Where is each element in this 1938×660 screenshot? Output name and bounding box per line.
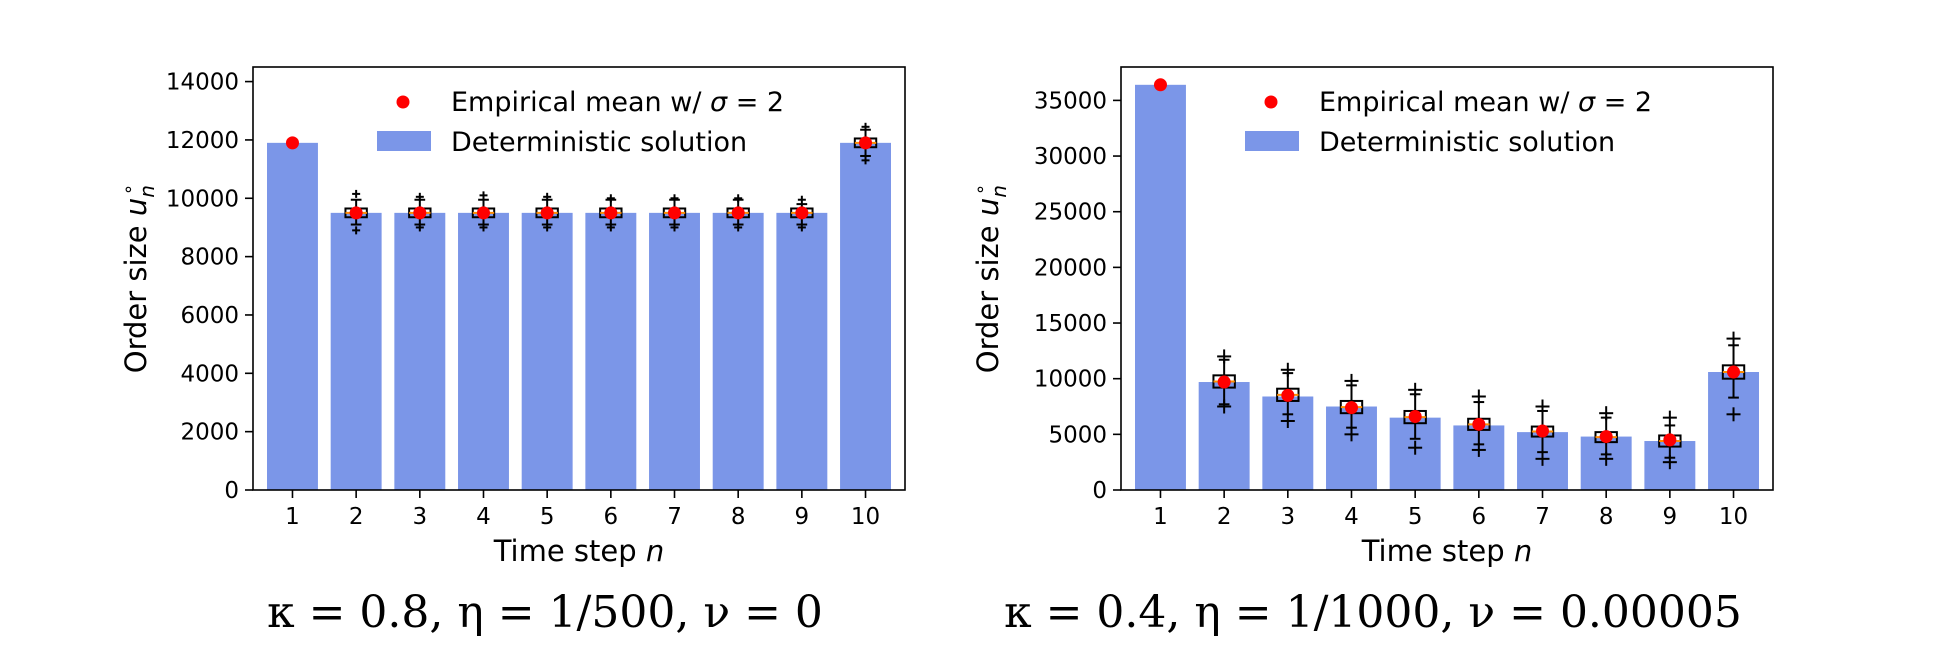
- legend-marker-mean: [396, 95, 410, 109]
- y-tick-label: 12000: [166, 128, 239, 154]
- bar: [267, 142, 318, 491]
- x-tick-label: 9: [795, 504, 810, 530]
- y-tick-label: 35000: [1034, 88, 1107, 114]
- x-tick-label: 4: [1344, 504, 1359, 530]
- mean-point: [1663, 433, 1677, 447]
- legend-marker-bar: [377, 131, 431, 151]
- mean-point: [349, 206, 363, 220]
- mean-point: [1536, 424, 1550, 438]
- y-tick-label: 10000: [166, 186, 239, 212]
- x-tick-label: 1: [1153, 504, 1168, 530]
- mean-point: [604, 206, 618, 220]
- plot-area: 0 5000 10000 15000 20000 25000 30000 35000 1 2 3 4 5…: [1034, 66, 1774, 530]
- y-axis-label: Order size un∘: [118, 184, 159, 373]
- bar: [521, 212, 573, 491]
- chart-caption: κ = 0.4, η = 1/1000, ν = 0.00005: [1004, 587, 1742, 638]
- x-tick-label: 3: [413, 504, 428, 530]
- y-tick-label: 0: [1092, 478, 1107, 504]
- legend-label-mean: Empirical mean w/ σ = 2: [1319, 87, 1652, 118]
- x-tick-label: 8: [731, 504, 746, 530]
- chart-caption: κ = 0.8, η = 1/500, ν = 0: [267, 587, 823, 638]
- y-axis-label: Order size un∘: [970, 184, 1011, 373]
- plot-frame: [1120, 66, 1774, 491]
- legend-label-bar: Deterministic solution: [1319, 127, 1615, 158]
- legend-marker-mean: [1264, 95, 1278, 109]
- plot-frame: [252, 66, 906, 491]
- x-tick-label: 7: [1535, 504, 1550, 530]
- x-tick-label: 7: [667, 504, 682, 530]
- y-tick-label: 25000: [1034, 200, 1107, 226]
- mean-point: [1599, 430, 1613, 444]
- y-tick-label: 10000: [1034, 367, 1107, 393]
- x-tick-label: 10: [851, 504, 880, 530]
- bar: [330, 212, 382, 491]
- mean-point: [859, 136, 873, 150]
- mean-point: [1344, 401, 1358, 415]
- bar: [840, 142, 891, 491]
- mean-point: [540, 206, 554, 220]
- bar: [776, 212, 828, 491]
- plot-area: 0 2000 4000 6000 8000 10000 12000 14000 1 2 3 4 5 6 7 8…: [166, 66, 906, 530]
- x-tick-label: 6: [604, 504, 619, 530]
- chart-right: 0 5000 10000 15000 20000 25000 30000 35000 1 2 3 4 5…: [970, 66, 1774, 638]
- y-tick-label: 20000: [1034, 255, 1107, 281]
- x-tick-label: 2: [349, 504, 364, 530]
- mean-point: [1472, 417, 1486, 431]
- y-tick-label: 15000: [1034, 311, 1107, 337]
- bar: [712, 212, 764, 491]
- x-tick-label: 5: [540, 504, 555, 530]
- y-tick-label: 30000: [1034, 144, 1107, 170]
- mean-point: [731, 206, 745, 220]
- x-tick-label: 2: [1217, 504, 1232, 530]
- mean-point: [1727, 365, 1741, 379]
- y-tick-label: 14000: [166, 70, 239, 96]
- y-tick-label: 2000: [180, 420, 239, 446]
- bar: [458, 212, 509, 491]
- legend-label-bar: Deterministic solution: [451, 127, 747, 158]
- y-tick-label: 8000: [180, 245, 239, 271]
- legend-label-mean: Empirical mean w/ σ = 2: [451, 87, 784, 118]
- mean-point: [413, 206, 427, 220]
- mean-point: [1408, 410, 1422, 424]
- x-axis-label: Time step n: [1361, 534, 1533, 568]
- mean-point: [668, 206, 682, 220]
- legend-marker-bar: [1245, 131, 1299, 151]
- x-tick-label: 9: [1663, 504, 1678, 530]
- y-tick-label: 0: [224, 478, 239, 504]
- legend: Empirical mean w/ σ = 2 Deterministic so…: [1245, 87, 1652, 158]
- y-tick-label: 5000: [1048, 422, 1107, 448]
- y-tick-label: 6000: [180, 303, 239, 329]
- mean-point: [476, 206, 490, 220]
- x-tick-label: 10: [1719, 504, 1748, 530]
- mean-point: [1217, 375, 1231, 389]
- bar: [649, 212, 700, 491]
- x-tick-label: 1: [285, 504, 300, 530]
- mean-point: [1281, 388, 1295, 402]
- mean-point: [285, 136, 299, 150]
- x-tick-label: 6: [1472, 504, 1487, 530]
- x-tick-label: 8: [1599, 504, 1614, 530]
- x-tick-label: 5: [1408, 504, 1423, 530]
- bar: [585, 212, 637, 491]
- legend: Empirical mean w/ σ = 2 Deterministic so…: [377, 87, 784, 158]
- x-tick-label: 3: [1281, 504, 1296, 530]
- y-tick-label: 4000: [180, 361, 239, 387]
- bar: [1135, 84, 1186, 491]
- chart-left: 0 2000 4000 6000 8000 10000 12000 14000 1 2 3 4 5 6 7 8…: [118, 66, 906, 638]
- mean-point: [1153, 78, 1167, 92]
- bar: [394, 212, 446, 491]
- x-axis-label: Time step n: [493, 534, 665, 568]
- mean-point: [795, 206, 809, 220]
- x-tick-label: 4: [476, 504, 491, 530]
